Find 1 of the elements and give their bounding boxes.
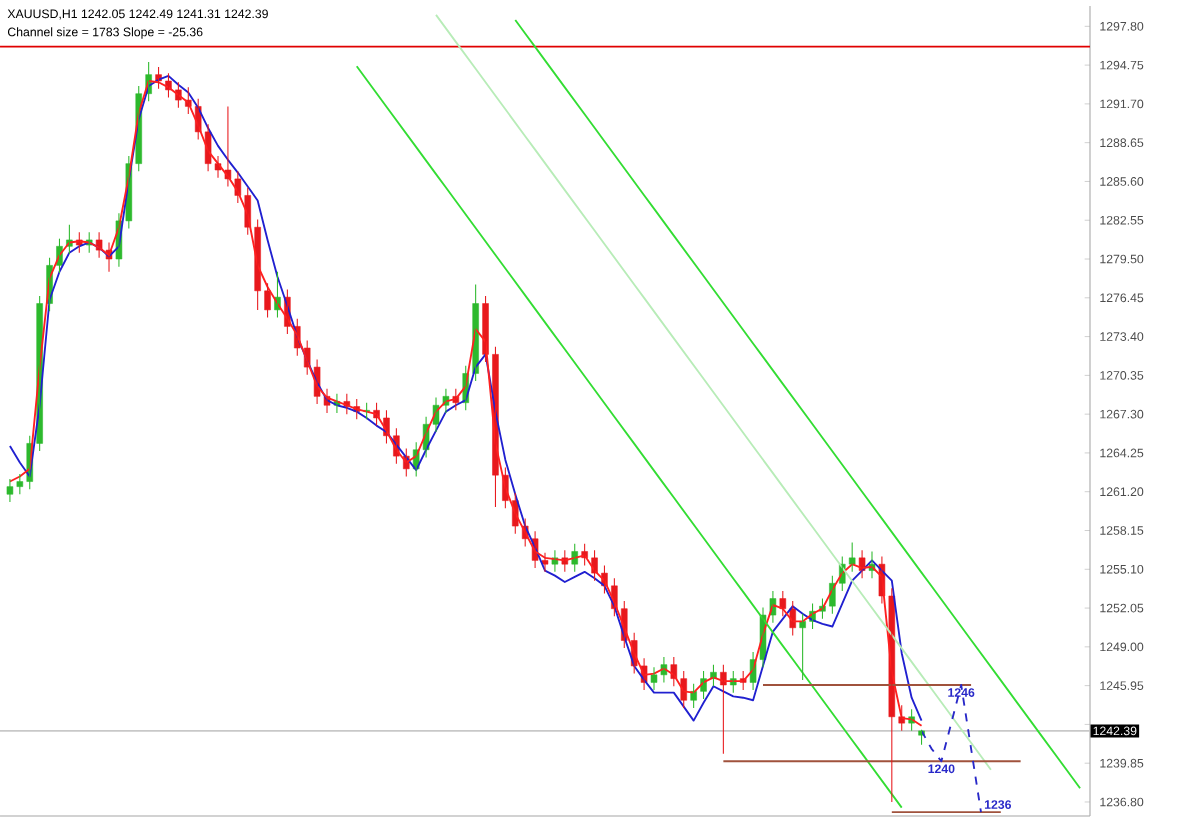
line-series — [920, 684, 982, 814]
